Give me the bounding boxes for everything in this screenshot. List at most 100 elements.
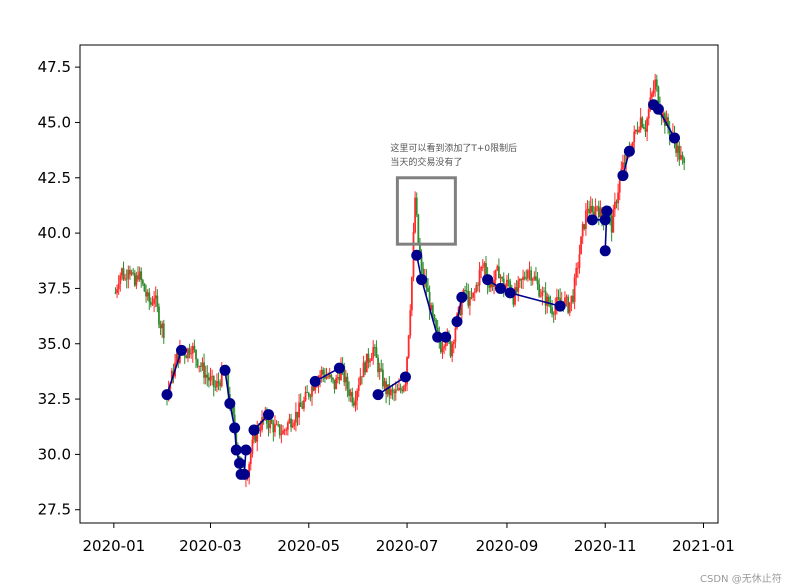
candle-1-2020-08-26 bbox=[496, 264, 499, 272]
candle-1-2020-12-16 bbox=[676, 140, 679, 162]
candle-1-2020-10-08 bbox=[565, 294, 568, 307]
candle-1-2020-10-27 bbox=[596, 205, 599, 212]
trade-point-10-1 bbox=[617, 170, 629, 182]
candle-1-2020-04-29 bbox=[304, 386, 307, 402]
candle-1-2020-10-19 bbox=[583, 223, 586, 231]
annotation-text-line-2: 当天的交易没有了 bbox=[390, 156, 462, 168]
trade-point-1-2 bbox=[176, 344, 187, 356]
candle-1-2020-10-04 bbox=[559, 288, 562, 302]
trade-point-1-1 bbox=[161, 389, 173, 401]
candle-0-2020-01-20 bbox=[143, 282, 146, 292]
candle-1-2020-12-17 bbox=[678, 141, 681, 166]
candle-1-2020-12-02 bbox=[654, 73, 657, 97]
trade-path-1 bbox=[166, 350, 183, 395]
candle-1-2020-09-09 bbox=[518, 277, 521, 288]
trade-group-5 bbox=[372, 371, 411, 401]
candle-1-2020-04-25 bbox=[298, 394, 301, 425]
candle-1-2020-12-01 bbox=[652, 80, 655, 97]
candle-1-2020-11-27 bbox=[646, 116, 649, 142]
candle-1-2020-10-12 bbox=[572, 289, 574, 305]
trade-point-2-2 bbox=[224, 398, 236, 409]
candle-0-2020-01-08 bbox=[124, 273, 127, 282]
candle-1-2020-04-27 bbox=[301, 400, 304, 410]
candle-1-2020-07-24 bbox=[443, 344, 446, 355]
annotation-box bbox=[395, 176, 457, 246]
candle-1-2020-03-02 bbox=[211, 369, 214, 386]
candle-1-2020-08-17 bbox=[481, 259, 484, 272]
candle-1-2020-06-05 bbox=[364, 360, 367, 376]
candle-1-2020-04-23 bbox=[294, 402, 297, 432]
candle-1-2020-12-20 bbox=[683, 156, 686, 171]
candle-1-2020-06-14 bbox=[378, 362, 381, 380]
candle-1-2020-08-14 bbox=[477, 282, 479, 292]
candle-1-2020-05-25 bbox=[346, 372, 349, 398]
candle-1-2020-12-19 bbox=[681, 151, 684, 165]
candle-1-2020-09-14 bbox=[526, 268, 529, 282]
candle-0-2020-01-09 bbox=[125, 269, 128, 289]
candle-0-2020-01-19 bbox=[141, 278, 144, 287]
candle-1-2020-10-16 bbox=[578, 244, 581, 274]
trade-point-8-2 bbox=[495, 282, 506, 294]
candle-1-2020-08-15 bbox=[478, 262, 481, 293]
y-tick-label-30: 30.0 bbox=[38, 445, 71, 463]
candle-1-2020-09-22 bbox=[539, 288, 542, 298]
x-tick-label-2020-01: 2020-01 bbox=[82, 537, 145, 555]
trade-point-7-1 bbox=[451, 316, 463, 328]
candle-1-2020-09-19 bbox=[535, 267, 537, 282]
candle-1-2020-06-11 bbox=[373, 344, 376, 357]
trade-point-2-8 bbox=[240, 444, 252, 456]
candle-1-2020-02-25 bbox=[201, 357, 204, 372]
candle-1-2020-03-01 bbox=[209, 367, 212, 386]
candle-0-2020-01-04 bbox=[117, 275, 120, 295]
candle-1-2020-09-01 bbox=[506, 274, 508, 289]
x-tick-label-2020-07: 2020-07 bbox=[376, 537, 439, 555]
candle-0-2020-01-18 bbox=[140, 267, 143, 288]
trade-group-3 bbox=[248, 409, 274, 436]
trade-point-6-3 bbox=[432, 331, 444, 343]
candle-1-2020-06-29 bbox=[402, 384, 405, 393]
candle-1-2020-04-26 bbox=[299, 393, 302, 408]
candle-0-2020-01-23 bbox=[148, 288, 151, 311]
candle-1-2020-06-02 bbox=[359, 367, 362, 386]
candle-1-2020-11-22 bbox=[638, 126, 640, 134]
candle-1-2020-07-14 bbox=[427, 278, 429, 292]
candle-0-2020-01-10 bbox=[127, 265, 130, 289]
candle-0-2020-01-05 bbox=[119, 272, 122, 292]
candle-1-2020-05-10 bbox=[322, 367, 325, 382]
candle-1-2020-09-29 bbox=[551, 299, 553, 318]
candle-0-2020-01-31 bbox=[161, 320, 164, 338]
candle-1-2020-06-17 bbox=[383, 377, 386, 391]
candle-1-2020-02-27 bbox=[204, 365, 207, 385]
trade-point-2-1 bbox=[219, 364, 231, 376]
candle-1-2020-04-30 bbox=[306, 385, 309, 394]
candle-1-2020-12-03 bbox=[655, 74, 658, 92]
trade-point-3-2 bbox=[263, 409, 274, 421]
trade-point-11-2 bbox=[652, 103, 664, 115]
trade-point-3-1 bbox=[248, 424, 260, 436]
candle-1-2020-06-13 bbox=[377, 354, 379, 378]
trade-point-8-3 bbox=[504, 287, 516, 299]
candle-1-2020-09-12 bbox=[523, 271, 526, 281]
candle-1-2020-11-20 bbox=[634, 129, 637, 135]
candle-0-2020-01-17 bbox=[138, 266, 141, 282]
candle-0-2020-01-03 bbox=[116, 284, 118, 299]
candle-1-2020-04-21 bbox=[291, 419, 294, 429]
candle-1-2020-02-17 bbox=[188, 343, 191, 359]
candle-1-2020-06-12 bbox=[375, 340, 378, 358]
candle-1-2020-10-24 bbox=[591, 198, 594, 214]
x-tick-label-2020-05: 2020-05 bbox=[277, 537, 340, 555]
candle-1-2020-04-19 bbox=[288, 413, 291, 424]
trade-point-8-1 bbox=[482, 274, 494, 286]
candle-1-2020-05-18 bbox=[335, 374, 338, 390]
trade-group-8 bbox=[482, 274, 566, 312]
trade-point-4-2 bbox=[333, 362, 345, 374]
candle-1-2020-08-18 bbox=[483, 261, 486, 276]
candle-1-2020-10-23 bbox=[589, 196, 592, 215]
trade-point-9-3 bbox=[601, 205, 613, 217]
axes: 27.5 30.0 32.5 35.0 37.5 40.0 42.5 45.0 47.5 2020… bbox=[38, 58, 735, 555]
candle-1-2020-02-29 bbox=[207, 372, 210, 388]
candle-1-2020-05-09 bbox=[320, 366, 323, 383]
trade-point-6-4 bbox=[440, 331, 452, 343]
candle-1-2020-10-29 bbox=[599, 200, 602, 218]
